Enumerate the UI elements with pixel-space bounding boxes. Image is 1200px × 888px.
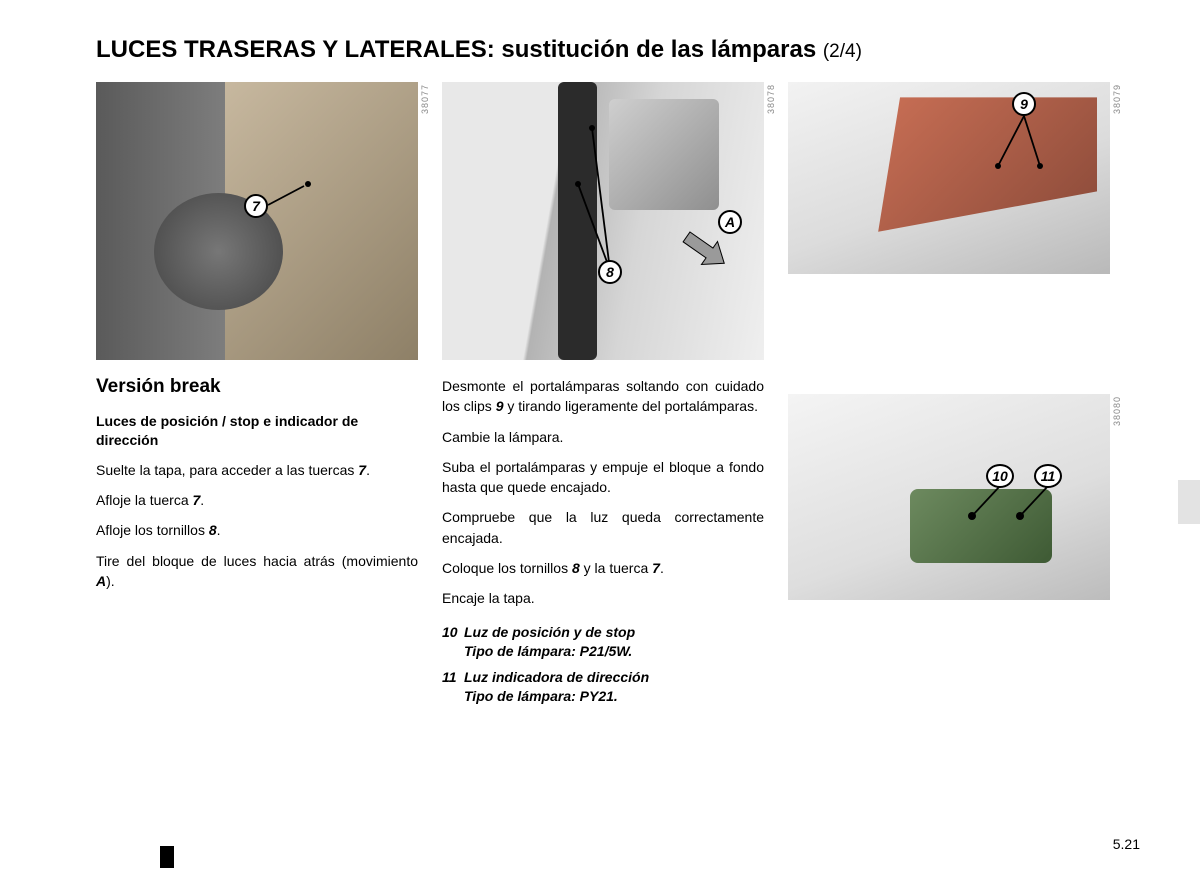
- para: Afloje la tuerca 7.: [96, 490, 418, 510]
- callout-A: A: [718, 210, 742, 234]
- title-main: LUCES TRASERAS Y LATERALES:: [96, 36, 495, 63]
- title-sub: sustitución de las lámparas: [501, 36, 816, 63]
- figure-3-ref: 38079: [1112, 84, 1122, 114]
- section-heading: Versión break: [96, 376, 418, 398]
- para: Coloque los tornillos 8 y la tuerca 7.: [442, 558, 764, 578]
- figure-2: 38078 8 A: [442, 82, 764, 360]
- figure-4: 38080 10 11: [788, 394, 1110, 600]
- column-1: 38077 7 Versión break Luces de posición …: [96, 82, 418, 706]
- figure-1-ref: 38077: [420, 84, 430, 114]
- para: Suba el portalámparas y empuje el bloque…: [442, 457, 764, 498]
- callout-7: 7: [244, 194, 268, 218]
- callout-10: 10: [986, 464, 1014, 488]
- para: Compruebe que la luz queda correctamente…: [442, 507, 764, 548]
- figure-2-ref: 38078: [766, 84, 776, 114]
- para: Encaje la tapa.: [442, 588, 764, 608]
- content-columns: 38077 7 Versión break Luces de posición …: [96, 82, 1152, 706]
- figure-4-ref: 38080: [1112, 396, 1122, 426]
- page-number: 5.21: [1113, 836, 1140, 852]
- figure-1: 38077 7: [96, 82, 418, 360]
- side-tab: [1178, 480, 1200, 524]
- column-3: 38079 9 38080: [788, 82, 1110, 706]
- figure-3: 38079 9: [788, 82, 1110, 274]
- footer-mark: [160, 846, 174, 868]
- manual-page: LUCES TRASERAS Y LATERALES: sustitución …: [0, 0, 1200, 888]
- para: Tire del bloque de luces hacia atrás (mo…: [96, 551, 418, 592]
- callout-11: 11: [1034, 464, 1062, 488]
- column-2: 38078 8 A Desmonte el portalám: [442, 82, 764, 706]
- page-title: LUCES TRASERAS Y LATERALES: sustitución …: [96, 36, 1152, 64]
- spec-11: 11Luz indicadora de dirección Tipo de lá…: [442, 668, 764, 706]
- spec-10: 10Luz de posición y de stop Tipo de lámp…: [442, 623, 764, 661]
- title-count: (2/4): [823, 41, 862, 62]
- para: Afloje los tornillos 8.: [96, 520, 418, 540]
- para: Suelte la tapa, para acceder a las tuerc…: [96, 460, 418, 480]
- subsection-heading: Luces de posición / stop e indicador de …: [96, 412, 418, 450]
- para: Cambie la lámpara.: [442, 427, 764, 447]
- para: Desmonte el portalámparas soltando con c…: [442, 376, 764, 417]
- callout-8: 8: [598, 260, 622, 284]
- callout-9: 9: [1012, 92, 1036, 116]
